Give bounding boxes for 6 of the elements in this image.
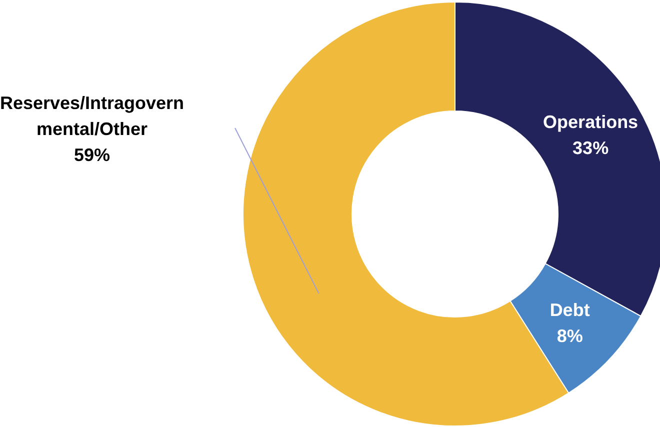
data-label: 8% <box>556 326 583 346</box>
slice-label: Debt <box>550 300 590 320</box>
data-label: 59% <box>74 145 110 165</box>
data-label: 33% <box>572 138 609 158</box>
slice-label: Operations <box>543 112 638 132</box>
slice-label: Reserves/Intragovernmental/Other <box>0 93 184 139</box>
